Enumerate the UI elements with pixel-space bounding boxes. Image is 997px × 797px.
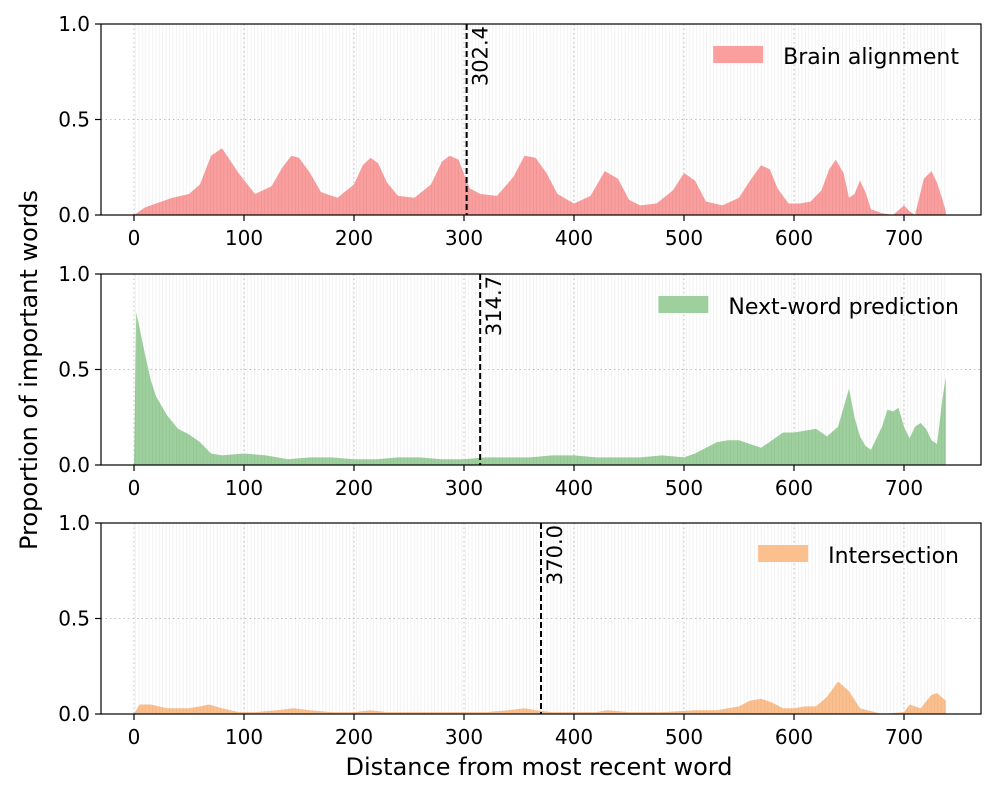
legend: Intersection [758,544,959,569]
legend: Next-word prediction [658,295,959,320]
x-axis-label: Distance from most recent word [346,753,733,781]
x-tick-label: 500 [665,476,703,500]
y-tick-label: 0.5 [58,108,90,132]
legend-swatch [713,46,764,63]
x-tick-label: 600 [775,725,813,749]
chart-panel-1: 0 100 200 300 400 500 600 700 0.0 0.5 1.0 302.4 Brai… [58,12,982,250]
x-tick-label: 0 [128,725,141,749]
y-tick-label: 0.0 [58,453,90,477]
y-tick-label: 1.0 [58,511,90,535]
y-tick-label: 1.0 [58,262,90,286]
legend-label: Intersection [828,544,959,569]
x-tick-label: 700 [885,226,923,250]
legend-swatch [758,545,809,562]
x-tick-label: 700 [885,476,923,500]
x-tick-label: 100 [225,226,263,250]
legend-swatch [658,296,709,313]
x-tick-label: 100 [225,476,263,500]
legend-label: Brain alignment [783,45,959,70]
x-tick-label: 300 [445,725,483,749]
y-tick-label: 0.0 [58,203,90,227]
y-tick-label: 0.5 [58,358,90,382]
x-tick-label: 300 [445,226,483,250]
x-tick-label: 100 [225,725,263,749]
x-tick-label: 600 [775,476,813,500]
x-tick-label: 200 [335,476,373,500]
series-area [134,148,946,215]
x-tick-label: 500 [665,725,703,749]
x-tick-label: 200 [335,725,373,749]
chart-panel-2: 0 100 200 300 400 500 600 700 0.0 0.5 1.0 314.7 Next… [58,262,982,500]
series-area [134,312,946,465]
x-tick-label: 0 [128,226,141,250]
x-tick-label: 400 [555,476,593,500]
x-tick-label: 700 [885,725,923,749]
legend-label: Next-word prediction [728,295,959,320]
mean-marker-label: 314.7 [482,276,506,336]
chart-panel-3: 0 100 200 300 400 500 600 700 0.0 0.5 1.0 370.0 Inte… [58,511,982,749]
series-area [134,681,946,714]
x-tick-label: 400 [555,725,593,749]
x-tick-label: 400 [555,226,593,250]
bar-texture [135,523,946,714]
bar-texture [135,274,946,465]
x-tick-label: 600 [775,226,813,250]
bar-texture [135,24,946,215]
legend: Brain alignment [713,45,959,70]
chart-panels: 0 100 200 300 400 500 600 700 0.0 0.5 1.0 302.4 Brai… [58,12,982,749]
y-axis-label: Proportion of important words [15,190,43,550]
x-tick-label: 200 [335,226,373,250]
x-tick-label: 0 [128,476,141,500]
mean-marker-label: 370.0 [543,525,567,585]
y-tick-label: 0.0 [58,702,90,726]
y-tick-label: 1.0 [58,12,90,36]
y-tick-label: 0.5 [58,607,90,631]
x-tick-label: 300 [445,476,483,500]
x-tick-label: 500 [665,226,703,250]
mean-marker-label: 302.4 [469,26,493,86]
